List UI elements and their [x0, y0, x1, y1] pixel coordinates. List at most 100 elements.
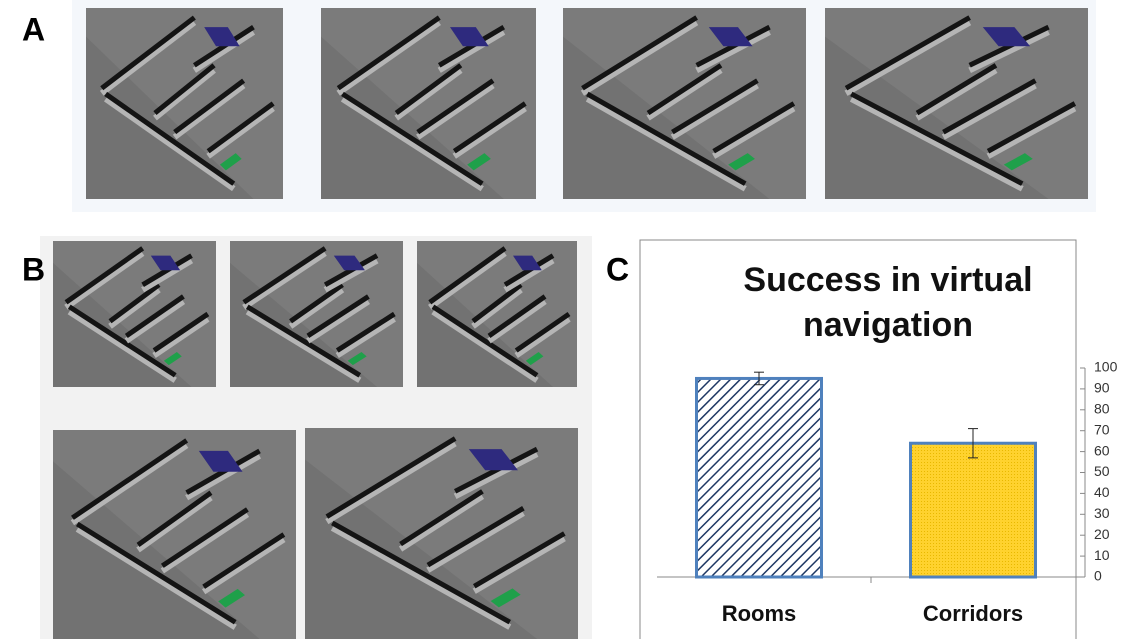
- maze-wall: [850, 91, 1024, 186]
- maze-wall: [152, 311, 210, 353]
- maze-wall-side: [108, 287, 161, 329]
- goal-marker: [198, 450, 243, 472]
- maze-wall: [108, 282, 161, 324]
- maze-wall-side: [712, 105, 796, 159]
- goal-marker: [468, 449, 518, 471]
- maze-image: [563, 8, 806, 200]
- maze-wall: [202, 532, 286, 589]
- maze-wall-side: [152, 316, 210, 358]
- maze-wall-side: [153, 67, 216, 121]
- maze-wall-side: [160, 511, 250, 574]
- maze-wall: [487, 294, 547, 338]
- maze-wall: [986, 101, 1077, 154]
- chart-title: Success in virtual navigation: [743, 261, 1033, 344]
- goal-marker: [333, 255, 365, 271]
- bar: [695, 376, 823, 579]
- maze-wall-side: [172, 83, 246, 140]
- y-tick-label: 40: [1094, 484, 1110, 500]
- maze-wall-side: [330, 525, 512, 630]
- maze-wall-side: [206, 106, 275, 159]
- maze-shade: [321, 36, 504, 200]
- maze-wall-side: [416, 83, 495, 140]
- maze-wall: [71, 438, 189, 520]
- start-marker: [347, 351, 367, 366]
- x-tick-label: Corridors: [923, 601, 1023, 626]
- maze-wall: [712, 101, 796, 154]
- maze-wall-side: [242, 250, 327, 310]
- maze-wall: [915, 63, 998, 116]
- maze-wall: [67, 304, 177, 378]
- maze-wall-side: [141, 258, 194, 293]
- bar: [909, 441, 1037, 579]
- y-tick-label: 50: [1094, 463, 1110, 479]
- error-bar: [754, 371, 764, 386]
- maze-wall: [586, 91, 747, 186]
- maze-wall-side: [124, 299, 186, 344]
- maze-wall-side: [340, 96, 484, 192]
- maze-wall-side: [103, 96, 236, 192]
- maze-wall: [75, 521, 237, 625]
- start-marker: [728, 153, 755, 171]
- maze-image: [305, 428, 578, 639]
- maze-wall-side: [670, 83, 759, 140]
- goal-marker: [708, 27, 753, 47]
- maze-wall-side: [99, 20, 197, 96]
- maze-wall: [160, 507, 249, 568]
- maze-wall-side: [428, 250, 507, 310]
- panel-label: A: [22, 11, 45, 47]
- maze-wall: [100, 15, 196, 91]
- maze-image: [230, 241, 403, 387]
- start-marker: [1003, 153, 1033, 171]
- maze-images: [53, 8, 1088, 639]
- maze-wall-side: [306, 298, 371, 344]
- maze-wall: [206, 101, 275, 154]
- maze-wall: [428, 246, 507, 305]
- maze-wall: [104, 91, 236, 186]
- y-tick-label: 30: [1094, 505, 1110, 521]
- maze-image: [417, 241, 577, 387]
- maze-wall-side: [580, 19, 699, 96]
- goal-marker: [204, 27, 240, 47]
- maze-wall-side: [336, 20, 441, 96]
- goal-marker: [513, 255, 542, 271]
- maze-wall-side: [487, 299, 547, 344]
- maze-image: [825, 8, 1088, 200]
- maze-wall: [416, 78, 495, 135]
- y-tick-label: 0: [1094, 568, 1102, 584]
- maze-wall-side: [844, 19, 972, 96]
- start-marker: [467, 153, 491, 171]
- x-tick-label: Rooms: [722, 601, 797, 626]
- maze-wall: [581, 15, 698, 91]
- maze-wall-side: [472, 535, 566, 594]
- maze-shade: [305, 459, 538, 639]
- start-marker: [218, 588, 245, 608]
- maze-wall-side: [452, 106, 527, 159]
- maze-wall-side: [941, 82, 1037, 140]
- start-marker: [163, 351, 182, 366]
- y-tick-label: 80: [1094, 401, 1110, 417]
- maze-wall-side: [585, 96, 747, 192]
- maze-wall: [472, 531, 566, 589]
- maze-wall-side: [986, 105, 1077, 159]
- maze-wall-side: [849, 96, 1024, 192]
- maze-wall: [153, 63, 216, 115]
- y-tick-label: 70: [1094, 421, 1110, 437]
- maze-wall-side: [695, 29, 771, 73]
- maze-wall-side: [245, 309, 362, 383]
- maze-wall: [242, 246, 327, 305]
- start-marker: [219, 153, 242, 171]
- maze-wall: [844, 15, 971, 91]
- maze-wall-side: [503, 258, 555, 293]
- maze-wall-side: [325, 440, 457, 525]
- y-tick-label: 90: [1094, 380, 1110, 396]
- maze-wall: [431, 304, 539, 378]
- maze-image: [53, 241, 216, 387]
- goal-marker: [982, 27, 1031, 47]
- maze-wall: [336, 15, 441, 91]
- maze-wall: [646, 63, 723, 116]
- maze-wall-side: [67, 309, 177, 383]
- maze-wall-side: [64, 250, 145, 310]
- maze-wall-side: [398, 493, 485, 552]
